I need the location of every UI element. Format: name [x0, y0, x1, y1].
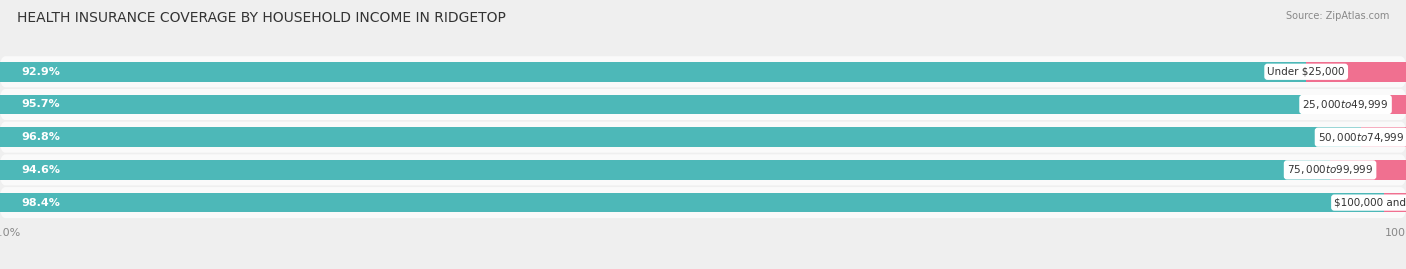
Text: Source: ZipAtlas.com: Source: ZipAtlas.com — [1285, 11, 1389, 21]
Text: Under $25,000: Under $25,000 — [1267, 67, 1346, 77]
Bar — [1330, 160, 1406, 180]
Bar — [0, 128, 1361, 147]
FancyBboxPatch shape — [0, 122, 1406, 153]
Text: $25,000 to $49,999: $25,000 to $49,999 — [1302, 98, 1389, 111]
Text: 98.4%: 98.4% — [21, 198, 60, 208]
Bar — [1306, 62, 1406, 82]
FancyBboxPatch shape — [0, 89, 1406, 120]
Text: $50,000 to $74,999: $50,000 to $74,999 — [1317, 131, 1405, 144]
Text: 92.9%: 92.9% — [21, 67, 60, 77]
Bar — [0, 193, 1384, 213]
Text: $100,000 and over: $100,000 and over — [1334, 198, 1406, 208]
Bar — [0, 95, 1346, 114]
Text: HEALTH INSURANCE COVERAGE BY HOUSEHOLD INCOME IN RIDGETOP: HEALTH INSURANCE COVERAGE BY HOUSEHOLD I… — [17, 11, 506, 25]
FancyBboxPatch shape — [0, 154, 1406, 185]
FancyBboxPatch shape — [0, 56, 1406, 87]
Bar — [0, 62, 1306, 82]
Bar — [1384, 193, 1406, 213]
Bar — [0, 160, 1330, 180]
Bar — [1361, 128, 1406, 147]
FancyBboxPatch shape — [0, 187, 1406, 218]
Bar — [1346, 95, 1406, 114]
Text: $75,000 to $99,999: $75,000 to $99,999 — [1286, 163, 1374, 176]
Text: 95.7%: 95.7% — [21, 100, 59, 109]
Text: 94.6%: 94.6% — [21, 165, 60, 175]
Text: 96.8%: 96.8% — [21, 132, 60, 142]
